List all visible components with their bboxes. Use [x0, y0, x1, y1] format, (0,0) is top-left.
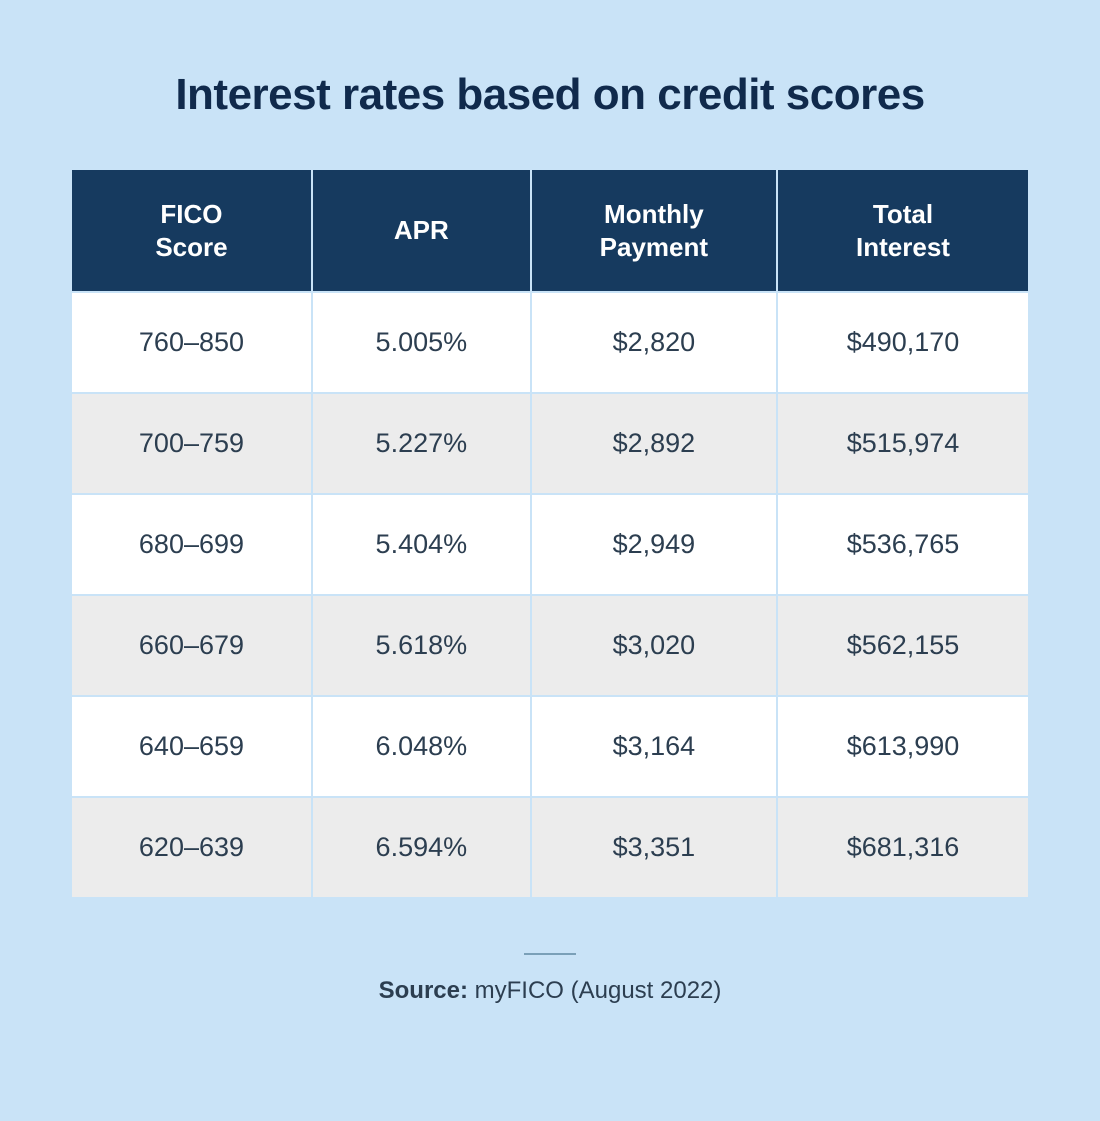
cell-fico: 680–699	[72, 493, 313, 594]
source-attribution: Source: myFICO (August 2022)	[379, 977, 722, 1005]
cell-total: $515,974	[778, 392, 1028, 493]
table-row: 700–759 5.227% $2,892 $515,974	[72, 392, 1028, 493]
col-monthly-payment: MonthlyPayment	[532, 170, 778, 291]
cell-monthly: $3,351	[532, 796, 778, 897]
cell-apr: 5.227%	[313, 392, 532, 493]
source-value: myFICO (August 2022)	[475, 977, 722, 1004]
cell-fico: 620–639	[72, 796, 313, 897]
cell-fico: 640–659	[72, 695, 313, 796]
cell-total: $681,316	[778, 796, 1028, 897]
rates-table: FICOScore APR MonthlyPayment TotalIntere…	[72, 170, 1028, 897]
cell-apr: 6.048%	[313, 695, 532, 796]
cell-total: $490,170	[778, 291, 1028, 392]
cell-apr: 6.594%	[313, 796, 532, 897]
cell-apr: 5.005%	[313, 291, 532, 392]
infographic-container: Interest rates based on credit scores FI…	[0, 0, 1100, 1121]
table-body: 760–850 5.005% $2,820 $490,170 700–759 5…	[72, 291, 1028, 897]
cell-fico: 700–759	[72, 392, 313, 493]
col-label: TotalInterest	[856, 199, 950, 262]
col-fico-score: FICOScore	[72, 170, 313, 291]
cell-total: $536,765	[778, 493, 1028, 594]
col-total-interest: TotalInterest	[778, 170, 1028, 291]
table-header-row: FICOScore APR MonthlyPayment TotalIntere…	[72, 170, 1028, 291]
cell-monthly: $2,949	[532, 493, 778, 594]
divider-line	[524, 953, 576, 955]
cell-apr: 5.404%	[313, 493, 532, 594]
table-header: FICOScore APR MonthlyPayment TotalIntere…	[72, 170, 1028, 291]
col-label: MonthlyPayment	[600, 199, 708, 262]
table-row: 660–679 5.618% $3,020 $562,155	[72, 594, 1028, 695]
col-apr: APR	[313, 170, 532, 291]
cell-fico: 760–850	[72, 291, 313, 392]
cell-monthly: $3,164	[532, 695, 778, 796]
cell-total: $613,990	[778, 695, 1028, 796]
col-label: APR	[394, 215, 449, 245]
page-title: Interest rates based on credit scores	[175, 70, 924, 120]
footer: Source: myFICO (August 2022)	[379, 953, 722, 1005]
cell-apr: 5.618%	[313, 594, 532, 695]
cell-monthly: $2,892	[532, 392, 778, 493]
cell-monthly: $2,820	[532, 291, 778, 392]
table-row: 680–699 5.404% $2,949 $536,765	[72, 493, 1028, 594]
cell-fico: 660–679	[72, 594, 313, 695]
col-label: FICOScore	[155, 199, 227, 262]
cell-total: $562,155	[778, 594, 1028, 695]
cell-monthly: $3,020	[532, 594, 778, 695]
table-row: 620–639 6.594% $3,351 $681,316	[72, 796, 1028, 897]
table-row: 640–659 6.048% $3,164 $613,990	[72, 695, 1028, 796]
table-row: 760–850 5.005% $2,820 $490,170	[72, 291, 1028, 392]
source-label: Source:	[379, 977, 468, 1004]
